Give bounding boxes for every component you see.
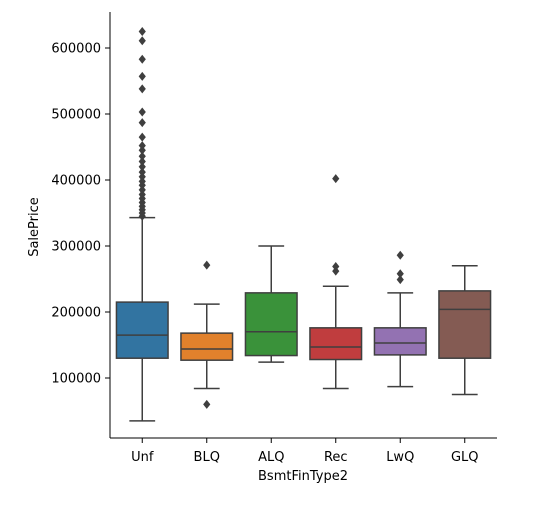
outlier-point [332,261,340,271]
x-tick-label: ALQ [258,450,284,465]
y-tick-label: 400000 [51,174,101,189]
plot-area [115,27,492,422]
box-group-rec [309,174,363,390]
outlier-point [138,190,146,200]
outlier-point [138,118,146,128]
y-axis-label: SalePrice [27,197,42,257]
x-tick-label: GLQ [451,450,479,465]
y-axis-ticks: 100000 200000 300000 400000 500000 600000 [51,42,110,387]
outlier-point [138,167,146,177]
outlier-point [138,185,146,195]
outlier-point [138,132,146,142]
box-iqr [438,290,492,359]
outlier-point [332,266,340,276]
box-iqr [373,327,427,356]
y-tick-label: 200000 [51,306,101,321]
y-tick-label: 100000 [51,372,101,387]
outlier-point [203,260,211,270]
outlier-point [203,399,211,409]
x-tick-label: Rec [324,450,348,465]
box-group-glq [438,265,492,396]
outlier-point [138,71,146,81]
box-iqr [309,327,363,361]
outlier-point [138,36,146,46]
outlier-point [332,174,340,184]
outlier-point [138,54,146,64]
x-tick-label: LwQ [386,450,414,465]
outlier-point [138,27,146,36]
outlier-point [138,145,146,155]
outlier-point [396,250,404,260]
y-tick-label: 500000 [51,108,101,123]
box-group-alq [244,245,298,363]
box-iqr [115,301,169,359]
outlier-point [396,269,404,279]
outlier-point [138,176,146,186]
box-iqr [244,292,298,357]
outlier-point [138,141,146,151]
x-axis-label: BsmtFinType2 [258,469,348,484]
box-group-blq [180,260,234,409]
box-iqr [180,332,234,361]
outlier-point [138,107,146,117]
outlier-point [138,84,146,94]
box-group-unf [115,27,169,422]
outlier-point [138,162,146,172]
x-tick-label: BLQ [194,450,220,465]
outlier-point [138,151,146,161]
x-axis-ticks: Unf BLQ ALQ Rec LwQ GLQ [131,438,479,465]
outlier-point [138,172,146,182]
y-tick-label: 600000 [51,42,101,57]
y-tick-label: 300000 [51,240,101,255]
outlier-point [396,275,404,285]
x-tick-label: Unf [131,450,154,465]
outlier-point [138,157,146,167]
box-group-lwq [373,250,427,388]
